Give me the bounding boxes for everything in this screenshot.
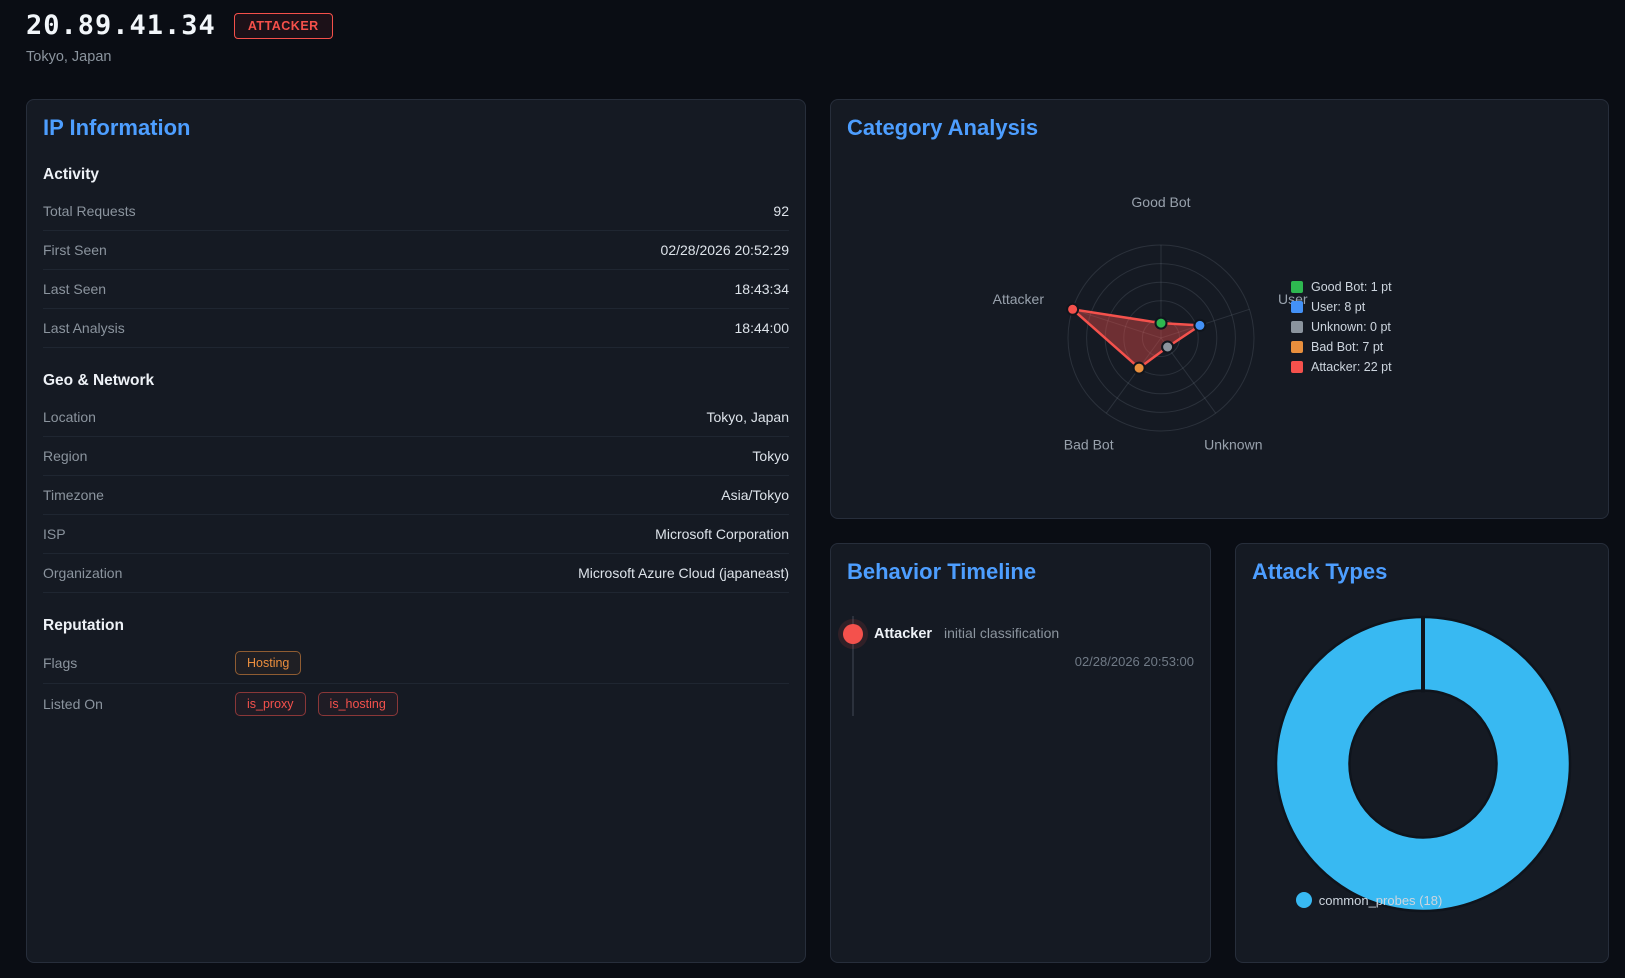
ip-location: Tokyo, Japan	[26, 49, 112, 65]
category-analysis-title: Category Analysis	[847, 115, 1039, 140]
info-row: Organization Microsoft Azure Cloud (japan…	[43, 554, 789, 593]
flag-badge: Hosting	[235, 651, 302, 675]
radar-legend-item[interactable]: Bad Bot: 7 pt	[1291, 337, 1392, 357]
svg-text:Unknown: Unknown	[1204, 437, 1262, 453]
row-label: Region	[43, 448, 88, 464]
legend-label: Bad Bot: 7 pt	[1311, 340, 1384, 354]
info-row: Location Tokyo, Japan	[43, 398, 789, 437]
legend-swatch	[1291, 321, 1303, 333]
flag-badge: is_proxy	[235, 692, 306, 716]
row-label: Total Requests	[43, 203, 136, 219]
row-label: Listed On	[43, 696, 103, 712]
svg-text:Bad Bot: Bad Bot	[1064, 437, 1114, 453]
legend-label: Unknown: 0 pt	[1311, 320, 1391, 334]
info-row: Last Analysis 18:44:00	[43, 309, 789, 348]
svg-text:Attacker: Attacker	[993, 291, 1045, 307]
row-value: Asia/Tokyo	[721, 487, 789, 503]
row-value: Tokyo	[752, 448, 789, 464]
info-row: Total Requests 92	[43, 192, 789, 231]
row-value: 02/28/2026 20:52:29	[660, 242, 789, 258]
row-label: Location	[43, 409, 96, 425]
ip-information-panel: IP Information Activity Total Requests 92 F…	[26, 99, 806, 963]
row-label: Flags	[43, 655, 78, 671]
badge-list: Hosting	[235, 651, 789, 675]
info-row: Last Seen 18:43:34	[43, 270, 789, 309]
legend-swatch	[1291, 281, 1303, 293]
attack-types-panel: Attack Types common_probes (18)	[1235, 543, 1609, 963]
section-title: Geo & Network	[43, 372, 155, 389]
timeline-event-category: Attacker	[874, 626, 933, 642]
row-value: Microsoft Azure Cloud (japaneast)	[578, 565, 789, 581]
info-row: First Seen 02/28/2026 20:52:29	[43, 231, 789, 270]
radar-legend-item[interactable]: User: 8 pt	[1291, 297, 1392, 317]
attack-types-donut-chart	[1274, 615, 1572, 913]
section-title: Activity	[43, 166, 99, 183]
attacker-badge: ATTACKER	[233, 12, 333, 39]
legend-label: Attacker: 22 pt	[1311, 360, 1392, 374]
radar-legend-item[interactable]: Unknown: 0 pt	[1291, 317, 1392, 337]
timeline-event-dot	[843, 624, 863, 644]
ip-address: 20.89.41.34	[26, 10, 216, 41]
row-label: First Seen	[43, 242, 107, 258]
timeline-event-text: Attacker initial classification	[874, 625, 1059, 642]
radar-legend-item[interactable]: Good Bot: 1 pt	[1291, 277, 1392, 297]
flag-badge: is_hosting	[317, 692, 398, 716]
radar-legend-item[interactable]: Attacker: 22 pt	[1291, 357, 1392, 377]
behavior-timeline-panel: Behavior Timeline Attacker initial classi…	[830, 543, 1211, 963]
row-label: Organization	[43, 565, 123, 581]
ip-sections: Activity Total Requests 92 First Seen 02/28/…	[43, 166, 789, 724]
row-label: Last Analysis	[43, 320, 125, 336]
page-header: 20.89.41.34 ATTACKER Tokyo, Japan	[26, 10, 1609, 65]
ip-information-title: IP Information	[43, 115, 191, 140]
row-value: 18:43:34	[734, 281, 790, 297]
timeline-line	[852, 616, 854, 716]
timeline-event-timestamp: 02/28/2026 20:53:00	[1074, 654, 1194, 669]
category-analysis-panel: Category Analysis Good Bot User Unknown Bad…	[830, 99, 1609, 519]
donut-legend-item[interactable]: common_probes (18)	[1295, 892, 1443, 908]
donut-legend: common_probes (18)	[1183, 892, 1555, 908]
row-value: 92	[773, 203, 789, 219]
radar-legend: Good Bot: 1 pt User: 8 pt Unknown: 0 pt Bad…	[1291, 277, 1392, 377]
legend-swatch	[1291, 361, 1303, 373]
badge-list: is_proxy is_hosting	[235, 692, 789, 716]
info-row: Region Tokyo	[43, 437, 789, 476]
info-row: Flags Hosting	[43, 643, 789, 684]
legend-swatch	[1295, 892, 1312, 908]
info-row: ISP Microsoft Corporation	[43, 515, 789, 554]
behavior-timeline-title: Behavior Timeline	[847, 559, 1037, 584]
row-value: 18:44:00	[734, 320, 790, 336]
row-label: Timezone	[43, 487, 104, 503]
row-label: ISP	[43, 526, 66, 542]
legend-swatch	[1291, 341, 1303, 353]
legend-label: User: 8 pt	[1311, 300, 1366, 314]
info-row: Listed On is_proxy is_hosting	[43, 684, 789, 724]
row-value: Microsoft Corporation	[655, 526, 789, 542]
row-label: Last Seen	[43, 281, 107, 297]
timeline-event-description: initial classification	[944, 625, 1060, 641]
section-title: Reputation	[43, 617, 124, 634]
legend-label: Good Bot: 1 pt	[1311, 280, 1392, 294]
legend-swatch	[1291, 301, 1303, 313]
legend-label: common_probes (18)	[1318, 892, 1443, 908]
row-value: Tokyo, Japan	[706, 409, 790, 425]
svg-text:Good Bot: Good Bot	[1131, 194, 1190, 210]
attack-types-title: Attack Types	[1252, 559, 1388, 584]
info-row: Timezone Asia/Tokyo	[43, 476, 789, 515]
